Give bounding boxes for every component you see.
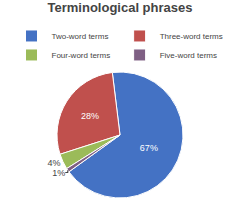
- svg-text:4%: 4%: [47, 158, 60, 168]
- svg-text:Five-word terms: Five-word terms: [160, 51, 217, 60]
- svg-text:Two-word terms: Two-word terms: [52, 32, 109, 41]
- svg-text:28%: 28%: [81, 111, 99, 121]
- svg-text:Three-word terms: Three-word terms: [160, 32, 223, 41]
- svg-text:Terminological phrases: Terminological phrases: [48, 0, 193, 15]
- svg-text:67%: 67%: [140, 143, 158, 153]
- svg-text:Four-word terms: Four-word terms: [52, 51, 111, 60]
- svg-text:1%: 1%: [52, 168, 65, 178]
